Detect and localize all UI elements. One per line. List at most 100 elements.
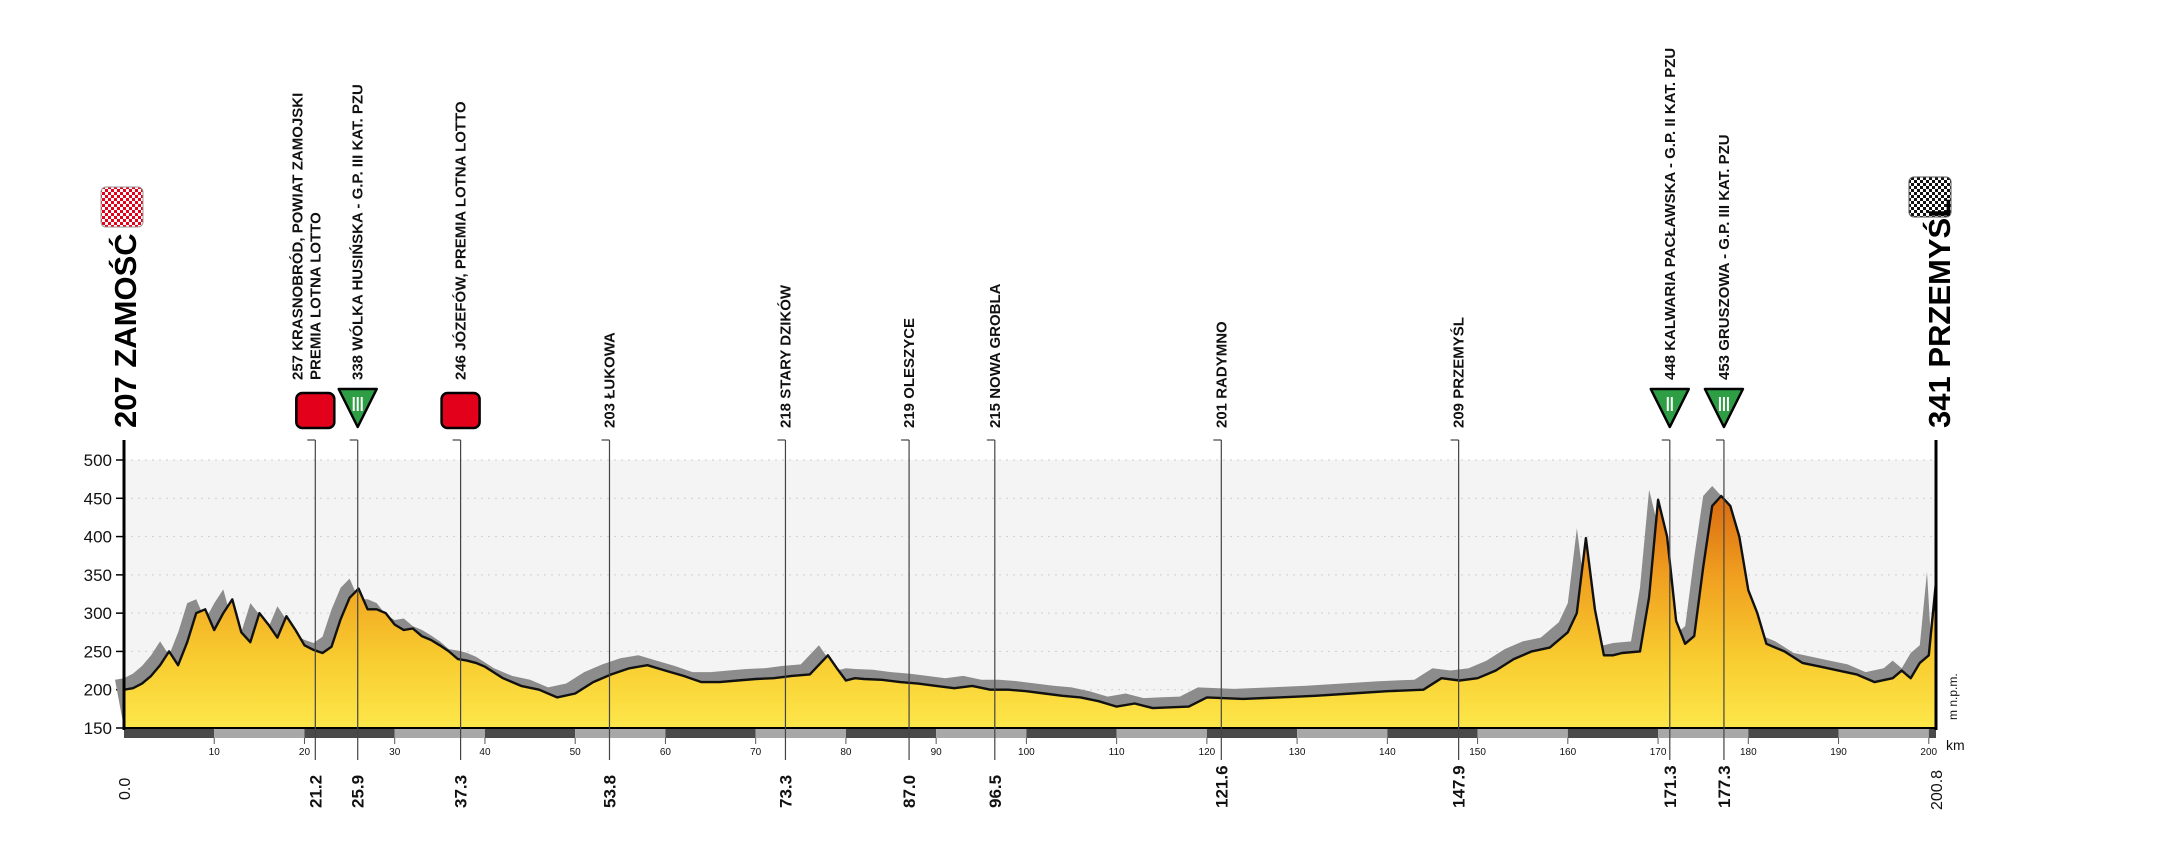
profile-shadow: [115, 486, 1936, 728]
waypoint: 121.6 201 RADYMNO: [1212, 321, 1231, 808]
x-tick-label: 170: [1650, 747, 1667, 758]
y-tick-label: 450: [84, 489, 112, 508]
waypoint-name: 215 NOWA GROBLA: [987, 283, 1004, 428]
km-scale-segment: [214, 729, 305, 738]
y-tick-label: 500: [84, 451, 112, 470]
km-scale-segment: [1206, 729, 1298, 738]
waypoint: 147.9 209 PRZEMYŚL: [1450, 317, 1469, 808]
km-scale-segment: [304, 729, 395, 738]
x-tick-label: 110: [1109, 747, 1125, 758]
x-tick-label: 50: [570, 747, 582, 758]
x-tick-label: 140: [1379, 747, 1396, 758]
x-tick-label: 40: [479, 747, 491, 758]
climb-category-bar: [352, 397, 355, 411]
x-tick-label: 20: [299, 747, 311, 758]
finish-flag-icon: [1908, 176, 1952, 218]
profile-outline: [123, 494, 1938, 710]
climb-category-bar: [1726, 397, 1729, 411]
waypoint-km-label: 96.5: [986, 775, 1005, 808]
sprint-flag-icon: [295, 391, 336, 430]
waypoint-name: 338 WÓLKA HUSIŃSKA - G.P. III KAT. PZU: [349, 84, 367, 380]
x-tick-label: 30: [389, 747, 401, 758]
y-axis-ticks: 150 200 250 300 350 400 450 500: [84, 451, 124, 738]
km-scale-segment: [1658, 729, 1749, 738]
y-tick-label: 150: [84, 719, 112, 738]
x-tick-label: 100: [1018, 747, 1035, 758]
km-scale-segment: [575, 729, 666, 738]
waypoint-km-label: 53.8: [600, 775, 619, 808]
waypoints: 21.2 257 KRASNOBRÓD, POWIAT ZAMOJSKI PREMI…: [288, 48, 1745, 808]
waypoint-name: 257 KRASNOBRÓD, POWIAT ZAMOJSKI: [288, 93, 306, 380]
km-scale-segment: [1748, 729, 1839, 738]
waypoint-km-label: 25.9: [349, 775, 368, 808]
climb-category-bar: [356, 397, 359, 411]
km-scale-segment: [1116, 729, 1207, 738]
climb-category-bar: [1722, 397, 1725, 411]
waypoint-name: 453 GRUSZOWA - G.P. III KAT. PZU: [1716, 134, 1733, 380]
waypoint: 37.3 246 JÓZEFÓW, PREMIA LOTNA LOTTO: [440, 101, 481, 808]
waypoint: 96.5 215 NOWA GROBLA: [986, 283, 1005, 808]
x-tick-label: 90: [931, 747, 943, 758]
km-scale-segment: [1297, 729, 1388, 738]
x-tick-label: 200: [1920, 747, 1937, 758]
x-tick-label: 180: [1740, 747, 1757, 758]
y-tick-label: 250: [84, 642, 112, 661]
y-tick-label: 350: [84, 566, 112, 585]
start-km-label: 0.0: [117, 778, 134, 800]
waypoint: 21.2 257 KRASNOBRÓD, POWIAT ZAMOJSKI PREMI…: [288, 93, 336, 808]
waypoint-name: 203 ŁUKOWA: [601, 332, 618, 428]
sprint-flag-icon: [440, 391, 481, 430]
km-scale-segment: [845, 729, 937, 738]
x-tick-label: 190: [1830, 747, 1847, 758]
waypoint-km-label: 147.9: [1450, 765, 1469, 808]
km-scale-segment: [1387, 729, 1478, 738]
km-scale-segment: [665, 729, 756, 738]
km-scale-segment: [1567, 729, 1659, 738]
waypoint-name: 209 PRZEMYŚL: [1450, 317, 1468, 428]
km-scale-segment: [1026, 729, 1117, 738]
waypoint-name: 448 KALWARIA PACŁAWSKA - G.P. II KAT. PZ…: [1662, 48, 1679, 380]
waypoint-km-label: 87.0: [900, 775, 919, 808]
km-scale-segment: [484, 729, 576, 738]
x-axis-unit-label: km: [1946, 737, 1965, 753]
km-scale-segment: [124, 729, 215, 738]
x-tick-label: 130: [1289, 747, 1306, 758]
start-flag-icon: [100, 186, 144, 228]
waypoint: 177.3 453 GRUSZOWA - G.P. III KAT. PZU: [1703, 134, 1745, 808]
waypoint-name: 218 STARY DZIKÓW: [776, 284, 794, 428]
x-tick-label: 160: [1559, 747, 1576, 758]
climb-category-icon: [1649, 387, 1691, 429]
climb-category-bar: [360, 397, 363, 411]
waypoint-name: PREMIA LOTNA LOTTO: [307, 212, 324, 380]
waypoint: 25.9 338 WÓLKA HUSIŃSKA - G.P. III KAT. P…: [337, 84, 378, 808]
waypoint: 171.3 448 KALWARIA PACŁAWSKA - G.P. II KA…: [1649, 48, 1691, 808]
finish-km-label: 200.8: [1929, 770, 1946, 810]
climb-category-bar: [1670, 397, 1673, 411]
x-tick-label: 10: [209, 747, 221, 758]
x-tick-label: 60: [660, 747, 672, 758]
waypoint-km-label: 37.3: [452, 775, 471, 808]
km-scale-segment: [936, 729, 1027, 738]
y-tick-label: 200: [84, 681, 112, 700]
km-scale-segment: [1477, 729, 1568, 738]
x-tick-label: 80: [840, 747, 852, 758]
start-label: 207 ZAMOŚĆ: [107, 233, 143, 428]
x-tick-label: 70: [750, 747, 762, 758]
waypoint-km-label: 177.3: [1715, 765, 1734, 808]
waypoint-km-label: 21.2: [306, 775, 325, 808]
km-scale-segment: [1928, 729, 1936, 738]
x-tick-label: 120: [1199, 747, 1216, 758]
km-scale-segment: [394, 729, 485, 738]
waypoint-km-label: 73.3: [776, 775, 795, 808]
y-axis-unit-label: m n.p.m.: [1946, 673, 1960, 720]
waypoint-km-label: 171.3: [1661, 765, 1680, 808]
waypoint-name: 246 JÓZEFÓW, PREMIA LOTNA LOTTO: [452, 101, 470, 380]
waypoint-km-label: 121.6: [1212, 765, 1231, 808]
x-axis-ticks: 10 20 30 40 50 60 70 80 90 100 110 120 130 140 150 160 1…: [209, 738, 1938, 758]
waypoint: 73.3 218 STARY DZIKÓW: [776, 284, 795, 808]
waypoint-name: 219 OLESZYCE: [901, 318, 918, 428]
y-tick-label: 300: [84, 604, 112, 623]
waypoint: 53.8 203 ŁUKOWA: [600, 332, 619, 808]
finish-label: 341 PRZEMYŚL: [1921, 199, 1957, 428]
